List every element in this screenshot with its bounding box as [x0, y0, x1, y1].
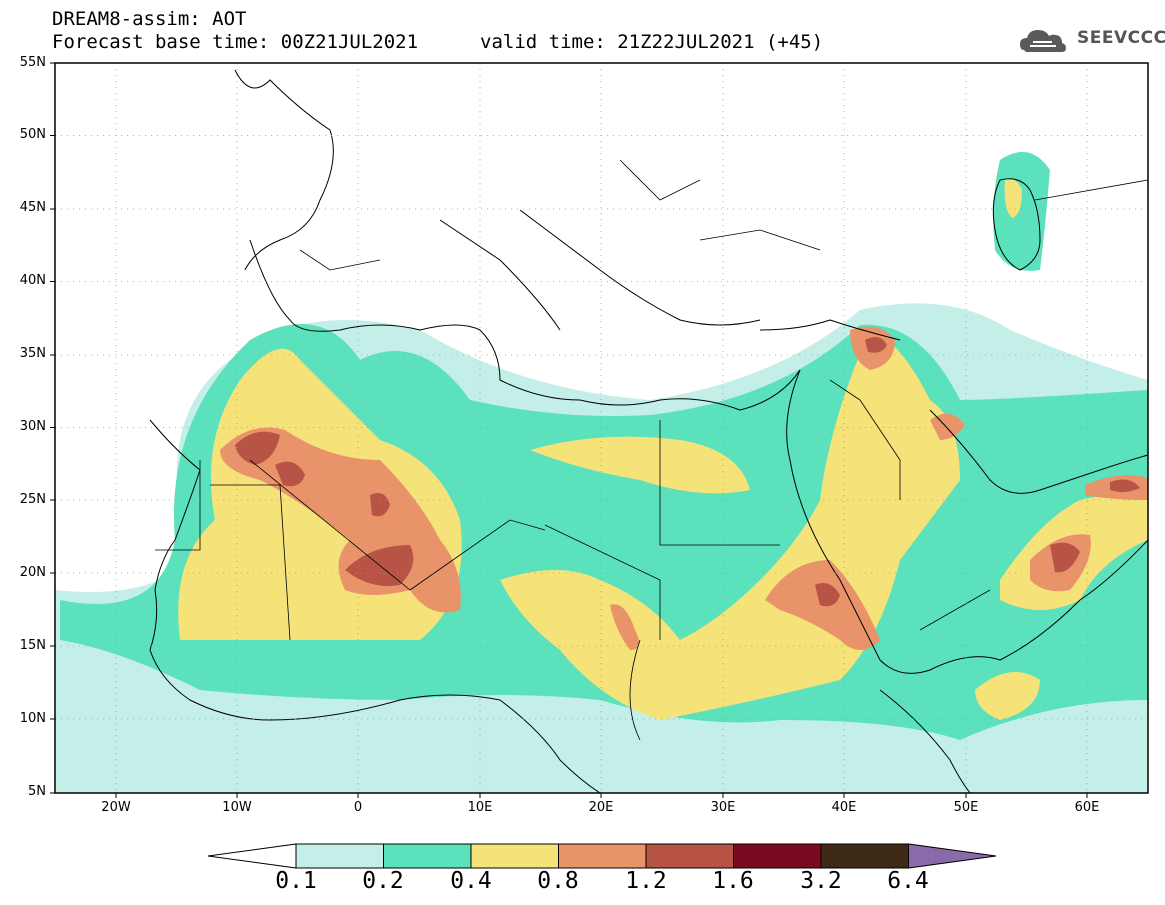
- lat-label: 55N: [19, 55, 46, 70]
- colorbar-swatch-6: [733, 843, 822, 869]
- colorbar: [207, 843, 997, 869]
- lon-label: 0: [353, 800, 363, 815]
- logo-text: SEEVCCC: [1077, 28, 1165, 48]
- colorbar-swatch-5: [645, 843, 734, 869]
- lat-label: 20N: [19, 565, 46, 580]
- lat-label: 30N: [19, 419, 46, 434]
- gridlines: [55, 63, 1148, 793]
- colorbar-label: 1.6: [712, 868, 754, 894]
- cloud-logo-icon: [1020, 30, 1066, 52]
- lon-label: 10E: [467, 800, 493, 815]
- aot-field: [55, 63, 1148, 793]
- forecast-base-time: Forecast base time: 00Z21JUL2021: [52, 31, 419, 53]
- lon-label: 20W: [101, 800, 131, 815]
- colorbar-swatch-4: [558, 843, 647, 869]
- colorbar-label: 0.4: [450, 868, 492, 894]
- map-title: DREAM8-assim: AOT: [52, 8, 247, 30]
- colorbar-swatch-7: [820, 843, 909, 869]
- colorbar-label: 0.1: [275, 868, 317, 894]
- colorbar-label: 0.8: [537, 868, 579, 894]
- colorbar-label: 6.4: [887, 868, 929, 894]
- colorbar-label: 0.2: [362, 868, 404, 894]
- lon-label: 50E: [953, 800, 979, 815]
- lat-label: 40N: [19, 273, 46, 288]
- lat-label: 35N: [19, 346, 46, 361]
- colorbar-swatch-2: [383, 843, 472, 869]
- lon-label: 40E: [831, 800, 857, 815]
- colorbar-under-triangle: [207, 843, 297, 869]
- lon-label: 20E: [588, 800, 614, 815]
- lat-label: 45N: [19, 200, 46, 215]
- colorbar-swatch-3: [470, 843, 559, 869]
- lat-label: 50N: [19, 127, 46, 142]
- lat-label: 5N: [28, 784, 46, 799]
- lon-label: 60E: [1074, 800, 1100, 815]
- colorbar-label: 3.2: [800, 868, 842, 894]
- colorbar-swatch-1: [295, 843, 384, 869]
- lat-label: 15N: [19, 638, 46, 653]
- lat-label: 25N: [19, 492, 46, 507]
- colorbar-label: 1.2: [625, 868, 667, 894]
- lon-label: 10W: [222, 800, 252, 815]
- lon-label: 30E: [710, 800, 736, 815]
- colorbar-over-triangle: [908, 843, 997, 869]
- lat-label: 10N: [19, 711, 46, 726]
- valid-time: valid time: 21Z22JUL2021 (+45): [480, 31, 824, 53]
